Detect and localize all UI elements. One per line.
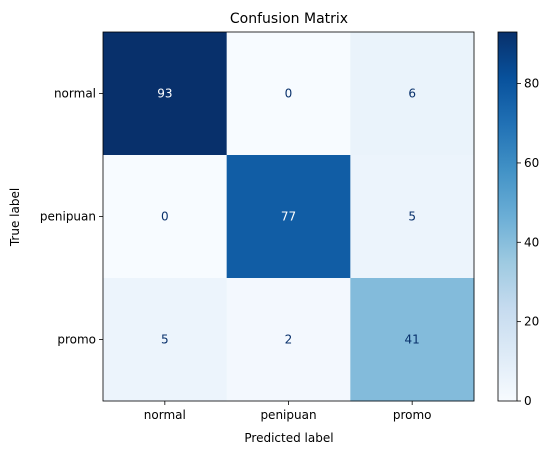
- x-axis-label: Predicted label: [244, 431, 333, 445]
- cell-value-label: 5: [408, 210, 416, 224]
- colorbar-ticks: 0 20 40 60 80: [517, 77, 539, 408]
- cell-value-label: 41: [405, 333, 420, 347]
- colorbar-tick-label: 20: [524, 315, 539, 329]
- chart-title: Confusion Matrix: [230, 11, 348, 27]
- cell-value-label: 0: [161, 210, 169, 224]
- cell-value-label: 2: [285, 333, 293, 347]
- cell-value-label: 0: [285, 87, 293, 101]
- y-axis-label: True label: [8, 188, 22, 247]
- cell-value-label: 5: [161, 333, 169, 347]
- heatmap-cell: [226, 32, 351, 156]
- colorbar-tick-label: 0: [524, 394, 532, 408]
- y-axis-ticks: normal penipuan promo: [40, 87, 103, 347]
- heatmap-cell: [103, 278, 228, 402]
- cell-value-label: 6: [408, 87, 416, 101]
- y-tick-label: promo: [57, 333, 96, 347]
- heatmap-cell: [350, 155, 475, 279]
- x-tick-label: normal: [144, 408, 186, 422]
- x-axis-ticks: normal penipuan promo: [144, 401, 432, 422]
- colorbar-tick-label: 40: [524, 235, 539, 249]
- x-tick-label: promo: [393, 408, 432, 422]
- heatmap-cell: [103, 155, 228, 279]
- heatmap-cell: [350, 32, 475, 156]
- heatmap-cell: [350, 278, 475, 402]
- colorbar-tick-label: 80: [524, 77, 539, 91]
- cell-value-label: 93: [157, 87, 172, 101]
- y-tick-label: normal: [54, 87, 96, 101]
- heatmap-cell: [103, 32, 228, 156]
- heatmap-cell-labels: 93 0 6 0 77 5 5 2 41: [157, 87, 420, 347]
- cell-value-label: 77: [281, 210, 296, 224]
- colorbar-tick-label: 60: [524, 156, 539, 170]
- y-tick-label: penipuan: [40, 210, 96, 224]
- x-tick-label: penipuan: [260, 408, 316, 422]
- heatmap-cell: [226, 155, 351, 279]
- heatmap-cell: [226, 278, 351, 402]
- colorbar: [497, 31, 518, 402]
- heatmap-cells: [103, 32, 475, 402]
